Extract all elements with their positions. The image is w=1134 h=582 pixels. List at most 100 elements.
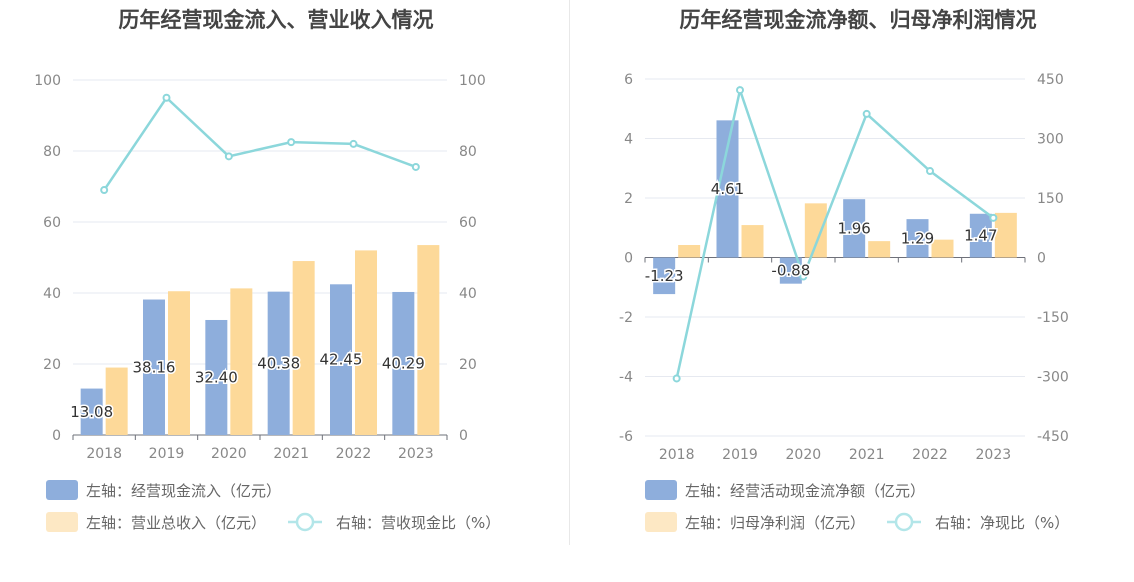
right-axis-tick: 150 (1037, 191, 1064, 207)
bar-primary (392, 291, 415, 435)
ratio-line-point (349, 139, 358, 148)
ratio-line-point (736, 86, 744, 95)
x-axis-tick-label: 2018 (86, 446, 122, 462)
left-axis-tick: -6 (619, 429, 633, 445)
legend-label: 右轴：净现比（%） (935, 514, 1069, 532)
ratio-line-point (411, 162, 420, 171)
x-axis-tick-label: 2022 (912, 447, 948, 463)
left-axis-tick: 6 (624, 72, 633, 88)
legend-swatch-bar (46, 480, 78, 500)
legend-swatch-bar (645, 512, 677, 532)
ratio-line-point (926, 167, 934, 176)
panel-divider (569, 0, 570, 545)
x-axis-tick-label: 2021 (849, 447, 885, 463)
left-axis-tick: 100 (34, 73, 61, 89)
bar-secondary (741, 225, 764, 258)
bar-secondary (868, 241, 891, 258)
bar-secondary (678, 245, 701, 258)
right-axis-tick: -150 (1037, 310, 1069, 326)
right-axis-tick: 300 (1037, 132, 1064, 148)
bar-secondary (931, 239, 954, 258)
right-axis-tick: 40 (459, 286, 477, 302)
left-axis-tick: 80 (43, 144, 61, 160)
bar-data-label: 40.38 (257, 354, 300, 372)
bar-primary (969, 213, 992, 258)
bar-secondary (994, 212, 1017, 258)
ratio-line-point (989, 213, 998, 222)
bar-data-label: 38.16 (133, 358, 176, 376)
right-axis-tick: 450 (1037, 72, 1064, 88)
legend-swatch-marker (295, 512, 315, 532)
x-axis-tick-label: 2021 (273, 446, 309, 462)
bar-secondary (168, 291, 190, 435)
x-axis-tick-label: 2020 (211, 446, 247, 462)
legend-label: 左轴：归母净利润（亿元） (685, 514, 865, 532)
left-axis-tick: 2 (624, 191, 633, 207)
ratio-line-point (287, 138, 296, 147)
x-axis-tick-label: 2023 (398, 446, 434, 462)
bar-data-label: 13.08 (70, 403, 113, 421)
chart-2: -6 -4 -2 0 2 4 6 -450 -300 -150 0 150 300 450 2018 2019… (619, 72, 1069, 532)
bar-primary (779, 257, 802, 284)
bar-secondary (804, 203, 827, 258)
bar-secondary (355, 250, 377, 435)
bar-data-label: 1.96 (837, 219, 870, 237)
ratio-line (675, 85, 995, 379)
ratio-line-point (672, 374, 681, 383)
bar-primary (143, 299, 165, 435)
x-axis-tick-label: 2022 (336, 446, 372, 462)
bar-primary (653, 257, 676, 295)
legend-swatch-bar (645, 480, 677, 500)
left-axis-tick: 0 (624, 251, 633, 267)
legend-label: 右轴：营收现金比（%） (336, 514, 500, 532)
bar-primary (716, 120, 739, 258)
bar-primary (80, 388, 103, 435)
bar-primary (843, 199, 866, 258)
chart-title-1: 历年经营现金流入、营业收入情况 (119, 8, 434, 32)
chart-title-2: 历年经营现金流净额、归母净利润情况 (680, 8, 1037, 32)
bar-data-label: 32.40 (195, 368, 238, 386)
left-axis-tick: 40 (43, 286, 61, 302)
bar-secondary (292, 261, 315, 435)
bar-data-label: -1.23 (645, 267, 684, 285)
left-axis-tick: -4 (619, 370, 633, 386)
right-axis-tick: 0 (459, 428, 468, 444)
ratio-line-point (224, 152, 233, 161)
bar-secondary (417, 245, 440, 435)
left-axis-tick: -2 (619, 310, 633, 326)
x-axis-tick-label: 2019 (722, 447, 758, 463)
ratio-line-point (162, 93, 171, 102)
bar-data-label: 42.45 (320, 351, 363, 369)
right-axis-tick: 60 (459, 215, 477, 231)
ratio-line-point (862, 109, 871, 118)
x-axis-tick-label: 2019 (149, 446, 185, 462)
bar-primary (205, 319, 228, 435)
ratio-line-point (799, 272, 808, 281)
right-axis-tick: 100 (459, 73, 486, 89)
bar-data-label: 1.47 (964, 227, 997, 245)
x-axis-tick-label: 2023 (976, 447, 1012, 463)
left-axis-tick: 0 (52, 428, 61, 444)
left-axis-tick: 20 (43, 357, 61, 373)
x-axis-tick-label: 2018 (659, 447, 695, 463)
bar-secondary (230, 288, 253, 435)
x-axis-tick-label: 2020 (786, 447, 822, 463)
bar-data-label: 1.29 (901, 229, 934, 247)
legend-swatch-marker (894, 512, 914, 532)
left-axis-tick: 4 (624, 132, 633, 148)
legend-label: 左轴：经营现金流入（亿元） (86, 482, 281, 500)
bar-data-label: 40.29 (382, 354, 425, 372)
legend-swatch-bar (46, 512, 78, 532)
right-axis-tick: 80 (459, 144, 477, 160)
bar-secondary (105, 367, 128, 435)
bar-primary (330, 284, 352, 435)
right-axis-tick: -300 (1037, 370, 1069, 386)
ratio-line (103, 95, 417, 191)
ratio-line-point (100, 186, 109, 195)
legend-label: 左轴：经营活动现金流净额（亿元） (685, 482, 925, 500)
left-axis-tick: 60 (43, 215, 61, 231)
chart-1: 0 20 40 60 80 100 0 20 40 60 80 100 2018 2019 2020 2021… (34, 73, 500, 532)
bar-data-label: 4.61 (711, 180, 744, 198)
bar-primary (267, 291, 290, 435)
